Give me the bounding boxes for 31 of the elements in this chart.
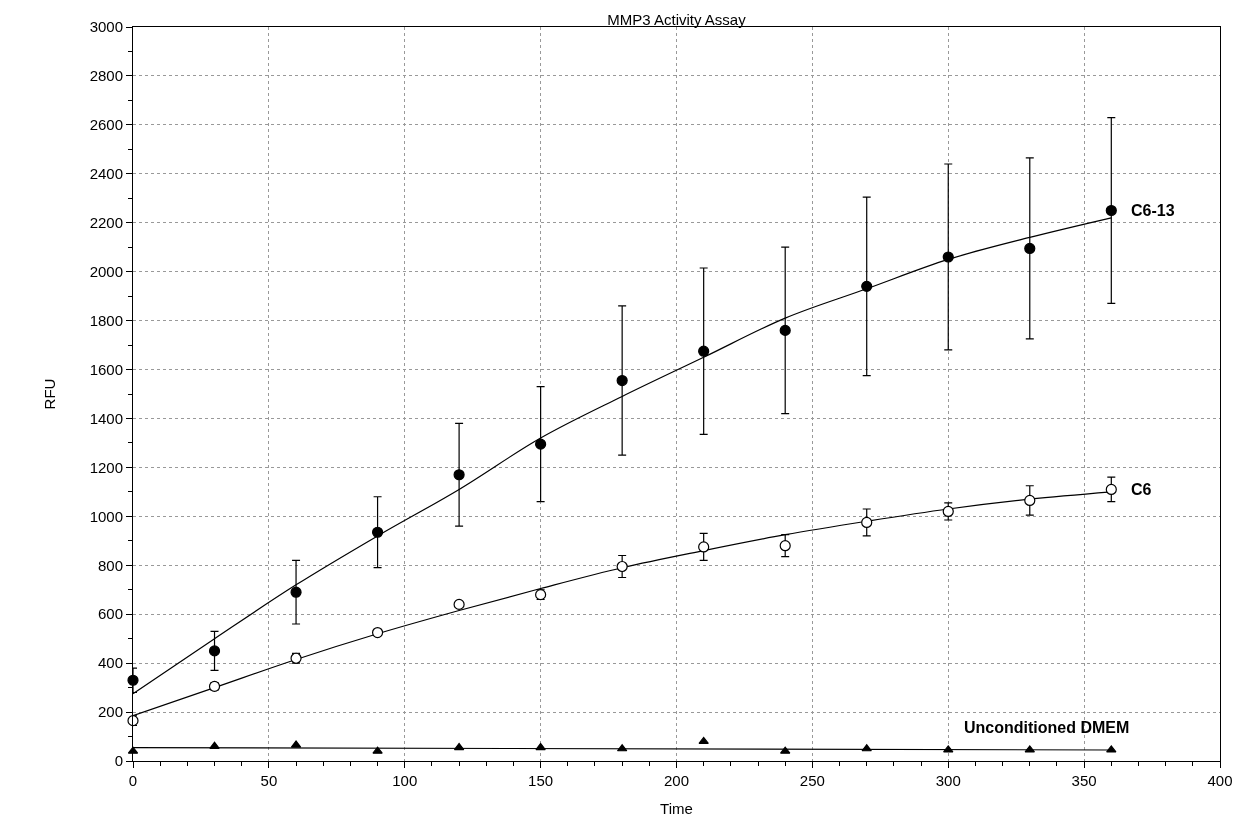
x-tick-label: 300 bbox=[935, 772, 961, 789]
x-tick-label: 350 bbox=[1071, 772, 1097, 789]
y-tick-label: 0 bbox=[114, 752, 123, 770]
y-axis-title: RFU bbox=[40, 378, 58, 410]
y-tick-label: 1000 bbox=[89, 507, 123, 525]
x-tick-label: 50 bbox=[260, 772, 278, 789]
y-tick-label: 1800 bbox=[89, 311, 123, 329]
y-tick-label: 400 bbox=[97, 654, 123, 672]
y-tick-label: 1600 bbox=[89, 360, 123, 378]
x-tick-label: 400 bbox=[1207, 772, 1233, 789]
x-tick-label: 100 bbox=[392, 772, 418, 789]
x-tick-label: 150 bbox=[528, 772, 554, 789]
y-tick-label: 2400 bbox=[89, 165, 123, 183]
x-tick-label: 200 bbox=[663, 772, 690, 789]
x-tick-label: 250 bbox=[799, 772, 825, 789]
y-tick-label: 600 bbox=[97, 605, 123, 623]
y-tick-label: 2800 bbox=[89, 67, 123, 85]
series-label: Unconditioned DMEM bbox=[964, 719, 1130, 736]
y-tick-label: 2600 bbox=[89, 116, 123, 134]
y-tick-label: 1400 bbox=[89, 409, 123, 427]
series-label: C6-13 bbox=[1131, 202, 1175, 219]
y-tick-label: 2000 bbox=[89, 262, 123, 280]
y-tick-label: 3000 bbox=[89, 18, 123, 36]
series-label: C6 bbox=[1131, 481, 1152, 498]
y-tick-label: 2200 bbox=[89, 213, 123, 231]
chart-title: MMP3 Activity Assay bbox=[607, 11, 747, 28]
x-axis-title: Time bbox=[660, 800, 693, 817]
y-tick-label: 800 bbox=[97, 556, 123, 574]
y-tick-label: 200 bbox=[97, 703, 123, 721]
x-tick-label: 0 bbox=[128, 772, 138, 789]
y-tick-label: 1200 bbox=[89, 458, 123, 476]
